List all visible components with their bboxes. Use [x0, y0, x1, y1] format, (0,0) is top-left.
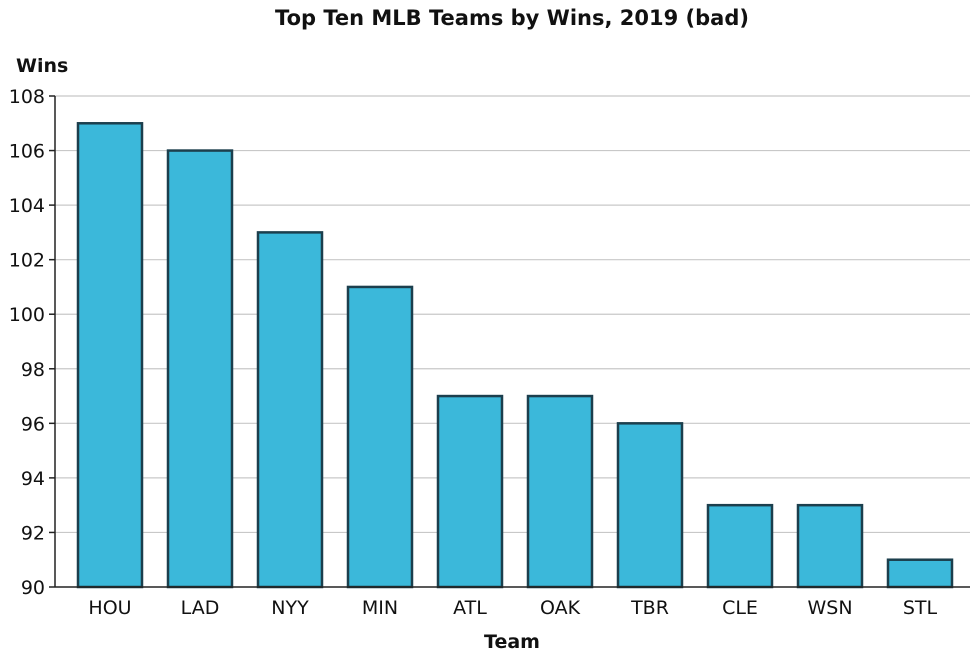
x-tick-label: OAK: [540, 597, 581, 619]
x-axis-label: Team: [484, 631, 540, 653]
x-tick-label: ATL: [453, 597, 487, 619]
bar-nyy: [256, 231, 324, 589]
y-tick-label: 94: [21, 468, 45, 490]
x-tick-label: TBR: [630, 597, 669, 619]
y-tick-label: 104: [9, 195, 45, 217]
y-tick-label: 90: [21, 577, 45, 599]
y-tick-label: 98: [21, 359, 45, 381]
x-tick-label: STL: [903, 597, 938, 619]
bar-hou: [76, 122, 144, 589]
x-tick-label: MIN: [362, 597, 398, 619]
y-tick-label: 106: [9, 141, 45, 163]
x-tick-label: CLE: [722, 597, 758, 619]
y-tick-label: 102: [9, 250, 45, 272]
y-tick-label: 96: [21, 413, 45, 435]
bar-atl: [436, 394, 504, 589]
x-tick-label: LAD: [181, 597, 220, 619]
bar-tbr: [616, 422, 684, 589]
bar-cle: [706, 503, 774, 589]
chart-title: Top Ten MLB Teams by Wins, 2019 (bad): [275, 6, 749, 30]
y-axis-label: Wins: [16, 55, 68, 77]
bar-oak: [526, 394, 594, 589]
y-tick-label: 108: [9, 86, 45, 108]
bar-stl: [886, 558, 954, 589]
x-tick-label: NYY: [271, 597, 309, 619]
bar-wsn: [796, 503, 864, 589]
bar-lad: [166, 149, 234, 589]
bar-min: [346, 285, 414, 589]
y-tick-label: 100: [9, 304, 45, 326]
x-tick-label: HOU: [88, 597, 131, 619]
y-tick-label: 92: [21, 522, 45, 544]
x-tick-label: WSN: [807, 597, 852, 619]
